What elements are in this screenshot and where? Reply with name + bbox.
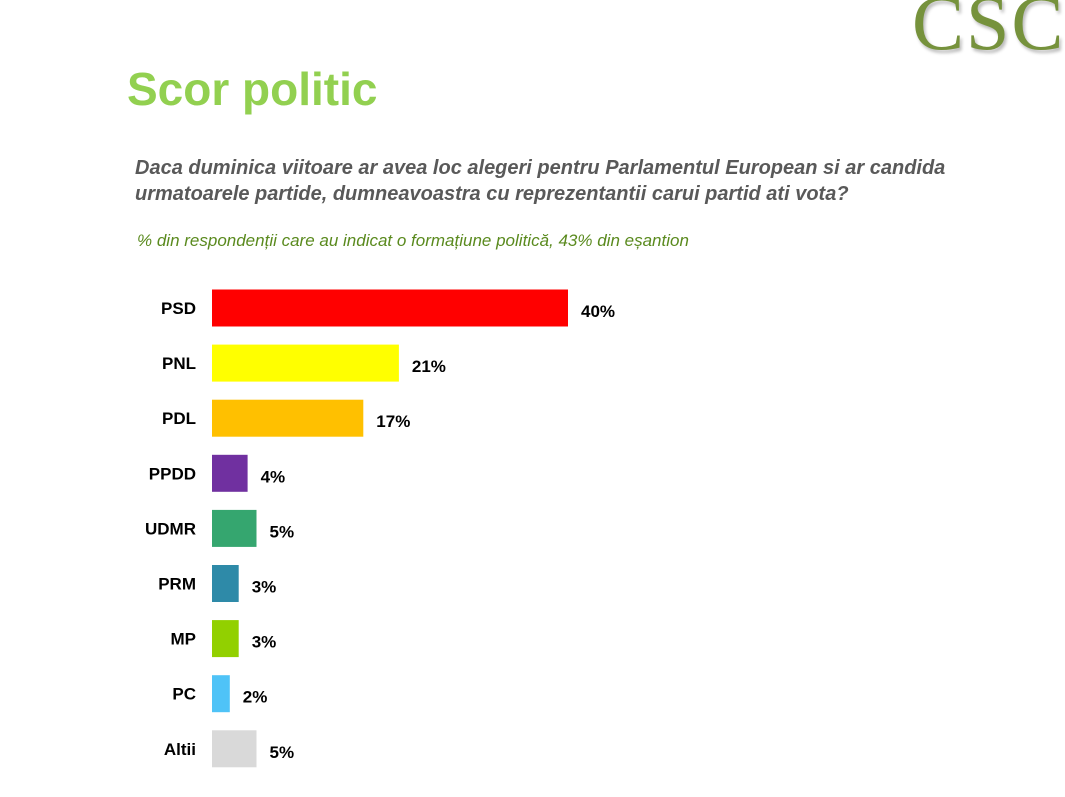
value-label: 5% — [270, 522, 295, 541]
value-label: 3% — [252, 578, 277, 597]
chart-subtitle: % din respondenții care au indicat o for… — [137, 231, 689, 250]
bar-pc — [212, 675, 230, 713]
category-label: PPDD — [149, 464, 196, 483]
value-label: 21% — [412, 357, 446, 376]
bar-pnl — [212, 344, 399, 382]
value-label: 17% — [376, 412, 410, 431]
bar-altii — [212, 730, 257, 768]
bar-prm — [212, 565, 239, 602]
category-label: PDL — [162, 409, 196, 428]
category-label: MP — [171, 630, 197, 649]
category-label: PNL — [162, 354, 196, 373]
bar-ppdd — [212, 454, 248, 492]
category-label: PC — [172, 685, 196, 704]
bar-pdl — [212, 399, 364, 437]
bar-psd — [212, 289, 568, 327]
value-label: 4% — [261, 467, 286, 486]
value-label: 5% — [270, 743, 295, 762]
value-label: 3% — [252, 633, 277, 652]
value-label: 40% — [581, 302, 615, 321]
page-title: Scor politic — [127, 63, 378, 115]
value-label: 2% — [243, 688, 268, 707]
category-label: PSD — [161, 299, 196, 318]
bar-mp — [212, 620, 239, 658]
bar-udmr — [212, 509, 257, 547]
survey-question: Daca duminica viitoare ar avea loc alege… — [135, 157, 946, 205]
logo: CSCI — [912, 0, 1065, 66]
category-label: PRM — [158, 575, 196, 594]
category-label: Altii — [164, 740, 196, 759]
category-label: UDMR — [145, 519, 196, 538]
